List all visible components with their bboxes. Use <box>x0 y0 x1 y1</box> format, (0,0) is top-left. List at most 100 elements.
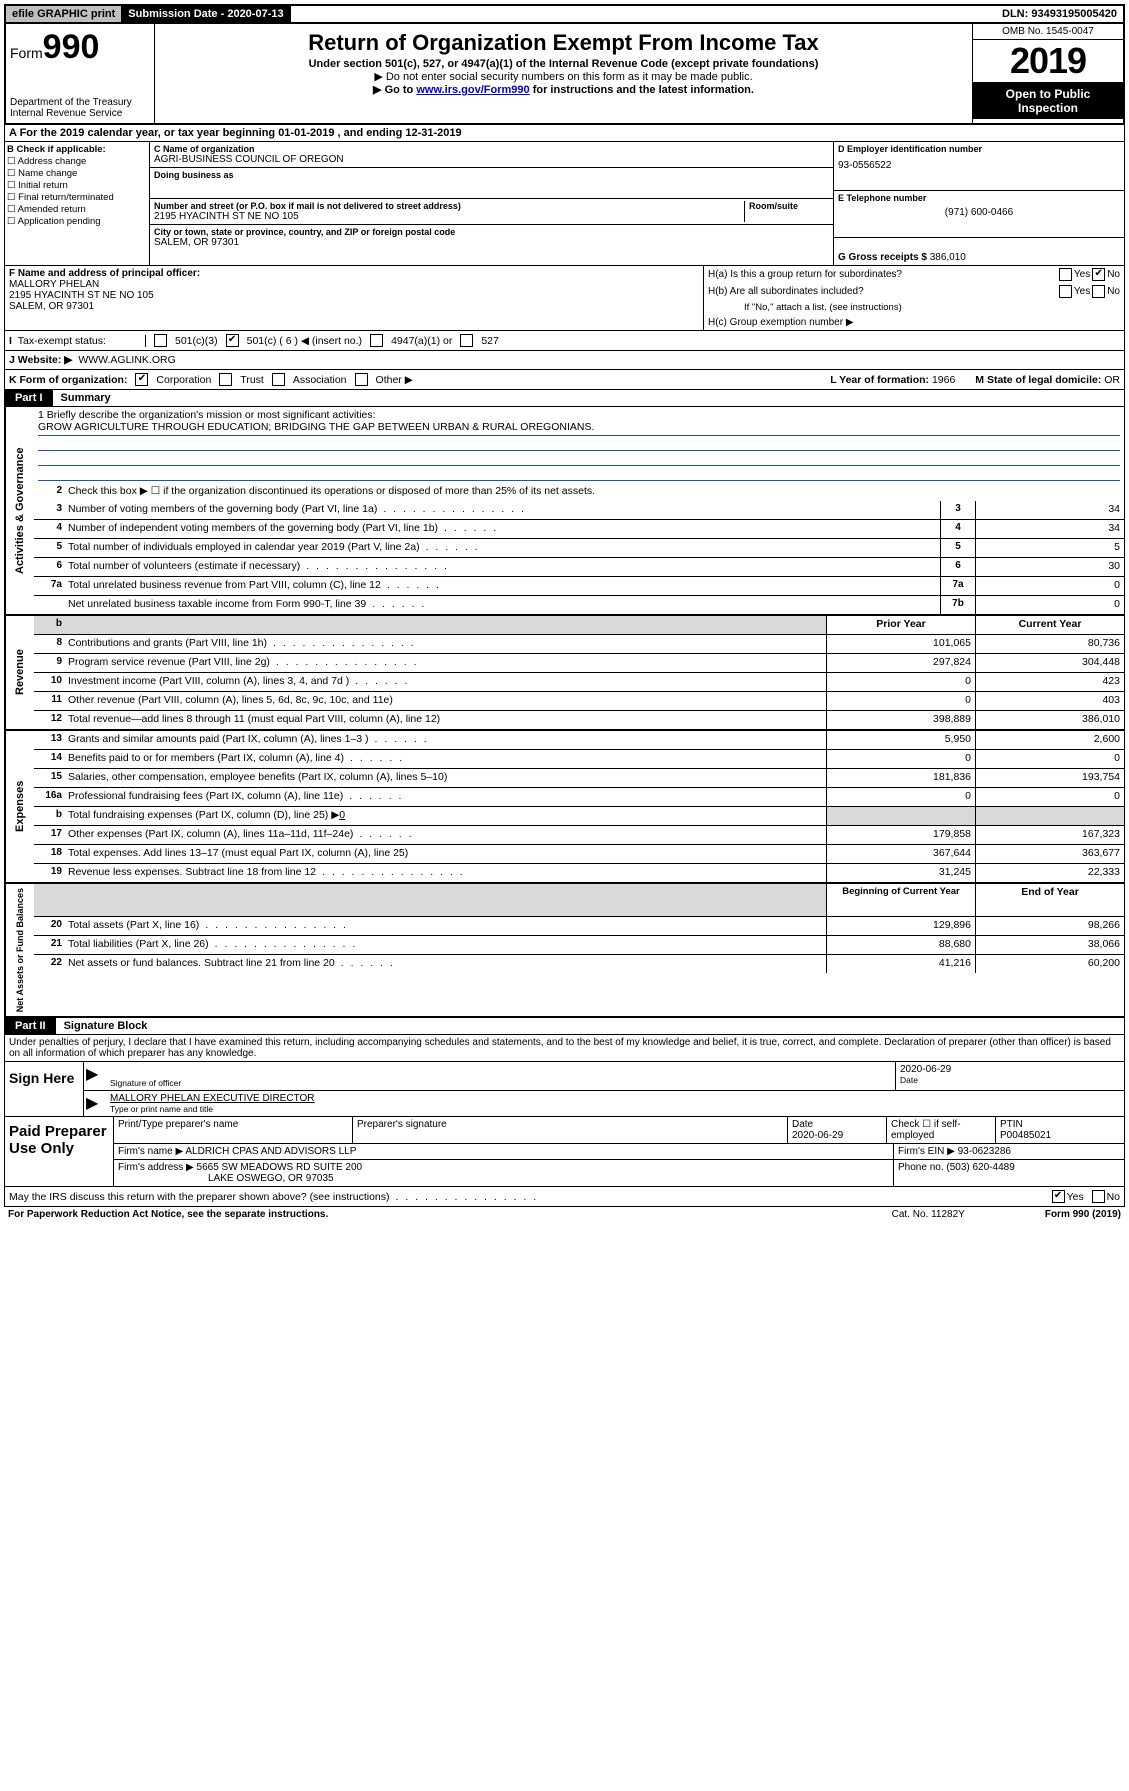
chk-address-change[interactable]: ☐ Address change <box>7 156 147 167</box>
side-netassets: Net Assets or Fund Balances <box>5 884 34 1016</box>
hb-label: H(b) Are all subordinates included? <box>708 286 1057 297</box>
netassets-section: Net Assets or Fund Balances Beginning of… <box>4 884 1125 1018</box>
submission-date-label: Submission Date - <box>128 8 227 20</box>
row-k: K Form of organization: ✔Corporation Tru… <box>4 370 1125 390</box>
p22: 41,216 <box>826 955 975 973</box>
v7b: 0 <box>975 596 1124 614</box>
officer-name: MALLORY PHELAN <box>9 279 99 290</box>
chk-501c[interactable]: ✔ <box>226 334 239 347</box>
line7b: Net unrelated business taxable income fr… <box>64 596 940 614</box>
part1-header: Part I Summary <box>4 390 1125 407</box>
header-left: Form990 Department of the Treasury Inter… <box>6 24 155 123</box>
officer-name-field: MALLORY PHELAN EXECUTIVE DIRECTOR Type o… <box>106 1091 1124 1116</box>
omb-number: OMB No. 1545-0047 <box>973 24 1123 40</box>
expenses-section: Expenses 13Grants and similar amounts pa… <box>4 731 1125 884</box>
line21: Total liabilities (Part X, line 26) <box>64 936 826 954</box>
hb-row: H(b) Are all subordinates included? Yes … <box>704 283 1124 300</box>
irs-link[interactable]: www.irs.gov/Form990 <box>416 84 529 96</box>
chk-label: Address change <box>18 156 87 167</box>
p8: 101,065 <box>826 635 975 653</box>
self-emp-label: Check ☐ if self-employed <box>891 1119 991 1141</box>
note2-post: for instructions and the latest informat… <box>530 84 754 96</box>
ha-yes-chk[interactable] <box>1059 268 1072 281</box>
arrow-icon: ▶ <box>84 1091 106 1116</box>
chk-initial-return[interactable]: ☐ Initial return <box>7 180 147 191</box>
block-bc: B Check if applicable: ☐ Address change … <box>4 142 1125 266</box>
hb-yes-chk[interactable] <box>1059 285 1072 298</box>
ha-row: H(a) Is this a group return for subordin… <box>704 266 1124 283</box>
part2-header: Part II Signature Block <box>4 1018 1125 1035</box>
opt-501c: 501(c) ( 6 ) ◀ (insert no.) <box>247 335 362 347</box>
gross-label: G Gross receipts $ <box>838 252 930 263</box>
line2: Check this box ▶ ☐ if the organization d… <box>64 483 1124 501</box>
form-number: Form990 <box>10 28 150 67</box>
k-label: K Form of organization: <box>9 374 127 386</box>
v4: 34 <box>975 520 1124 538</box>
l16b-val: 0 <box>339 809 345 821</box>
sig-date: 2020-06-29 <box>900 1064 1120 1075</box>
v5: 5 <box>975 539 1124 557</box>
p16a: 0 <box>826 788 975 806</box>
line9: Program service revenue (Part VIII, line… <box>64 654 826 672</box>
chk-assoc[interactable] <box>272 373 285 386</box>
ptin-value: P00485021 <box>1000 1130 1120 1141</box>
hdr-beg: Beginning of Current Year <box>826 884 975 916</box>
chk-amended[interactable]: ☐ Amended return <box>7 204 147 215</box>
discuss-yes-chk[interactable]: ✔ <box>1052 1190 1065 1203</box>
chk-name-change[interactable]: ☐ Name change <box>7 168 147 179</box>
line14: Benefits paid to or for members (Part IX… <box>64 750 826 768</box>
gross-value: 386,010 <box>930 252 966 263</box>
line4: Number of independent voting members of … <box>64 520 940 538</box>
header-mid: Return of Organization Exempt From Incom… <box>155 24 972 123</box>
line22: Net assets or fund balances. Subtract li… <box>64 955 826 973</box>
sign-here-label: Sign Here <box>5 1062 84 1116</box>
header-right: OMB No. 1545-0047 2019 Open to Public In… <box>972 24 1123 123</box>
paid-left-label: Paid Preparer Use Only <box>5 1117 114 1186</box>
chk-501c3[interactable] <box>154 334 167 347</box>
chk-other[interactable] <box>355 373 368 386</box>
officer-signature-field[interactable]: Signature of officer <box>106 1062 895 1090</box>
officer-addr1: 2195 HYACINTH ST NE NO 105 <box>9 290 154 301</box>
chk-trust[interactable] <box>219 373 232 386</box>
line7a: Total unrelated business revenue from Pa… <box>64 577 940 595</box>
chk-4947[interactable] <box>370 334 383 347</box>
yes-label: Yes <box>1074 269 1090 280</box>
l-val: 1966 <box>932 374 955 386</box>
page-footer: For Paperwork Reduction Act Notice, see … <box>4 1207 1125 1222</box>
tax-year: 2019 <box>973 40 1123 83</box>
ha-no-chk[interactable]: ✔ <box>1092 268 1105 281</box>
org-address: 2195 HYACINTH ST NE NO 105 <box>154 211 744 222</box>
efile-label[interactable]: efile GRAPHIC print <box>6 6 122 22</box>
dln-val: 93493195005420 <box>1031 8 1117 20</box>
chk-label: Final return/terminated <box>18 192 114 203</box>
p18: 367,644 <box>826 845 975 863</box>
dept-label: Department of the Treasury <box>10 97 150 108</box>
side-revenue: Revenue <box>5 616 34 729</box>
chk-final-return[interactable]: ☐ Final return/terminated <box>7 192 147 203</box>
signature-block: Under penalties of perjury, I declare th… <box>4 1035 1125 1117</box>
p20: 129,896 <box>826 917 975 935</box>
chk-app-pending[interactable]: ☐ Application pending <box>7 216 147 227</box>
firm-addr2: LAKE OSWEGO, OR 97035 <box>208 1173 334 1184</box>
rule-line <box>38 466 1120 481</box>
p13: 5,950 <box>826 731 975 749</box>
principal-officer: F Name and address of principal officer:… <box>5 266 704 330</box>
chk-label: Application pending <box>18 216 101 227</box>
firm-phone: (503) 620-4489 <box>946 1162 1014 1173</box>
form-subtitle: Under section 501(c), 527, or 4947(a)(1)… <box>159 58 968 70</box>
p12: 398,889 <box>826 711 975 729</box>
room-label: Room/suite <box>749 201 829 211</box>
chk-527[interactable] <box>460 334 473 347</box>
governance-section: Activities & Governance 1 Briefly descri… <box>4 407 1125 616</box>
chk-label: Amended return <box>18 204 86 215</box>
submission-date-val: 2020-07-13 <box>227 8 283 20</box>
hb-no-chk[interactable] <box>1092 285 1105 298</box>
yes-label: Yes <box>1074 286 1090 297</box>
c14: 0 <box>975 750 1124 768</box>
chk-corp[interactable]: ✔ <box>135 373 148 386</box>
website-label: J Website: ▶ <box>9 354 72 366</box>
chk-label: Name change <box>18 168 77 179</box>
prep-date: 2020-06-29 <box>792 1130 882 1141</box>
firm-label: Firm's name ▶ <box>118 1146 185 1157</box>
discuss-no-chk[interactable] <box>1092 1190 1105 1203</box>
